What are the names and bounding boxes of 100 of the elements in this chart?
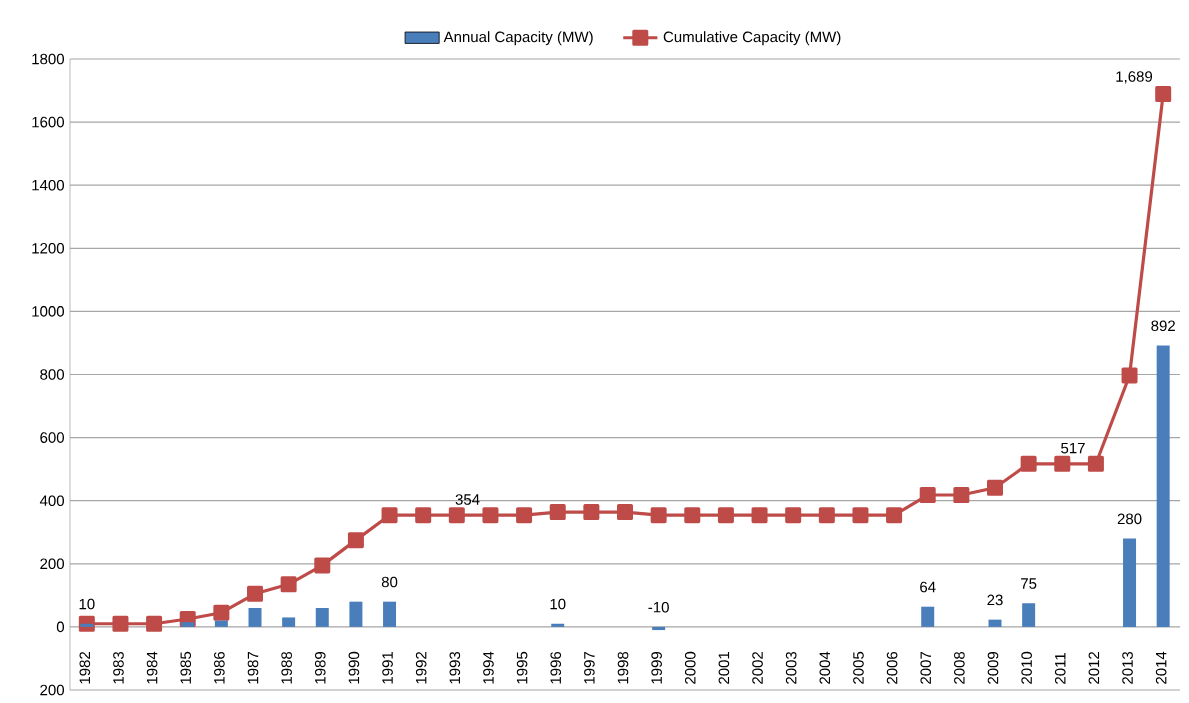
bar <box>652 626 666 631</box>
x-tick-label: 1999 <box>651 651 662 684</box>
bar <box>921 606 935 627</box>
data-label: 64 <box>920 581 936 593</box>
x-tick-label: 2001 <box>718 651 730 684</box>
bar <box>1123 538 1137 627</box>
point <box>1054 455 1071 472</box>
y-tick-label: 1000 <box>32 306 64 317</box>
point <box>247 585 263 602</box>
bar <box>282 617 296 627</box>
y-tick-label: 800 <box>40 369 64 380</box>
point <box>583 504 600 521</box>
x-tick-label: 2007 <box>920 651 932 684</box>
x-tick-label: 2005 <box>853 651 864 684</box>
point <box>213 604 230 621</box>
point <box>751 507 768 524</box>
x-tick-label: 1994 <box>483 651 494 684</box>
point <box>314 557 331 574</box>
point <box>987 479 1003 496</box>
x-tick-label: 1986 <box>214 651 225 684</box>
bar <box>181 622 195 627</box>
point <box>146 615 163 632</box>
x-tick-label: 1990 <box>348 651 360 684</box>
point <box>818 507 835 524</box>
x-tick-label: 1998 <box>617 651 629 684</box>
x-tick-label: 1982 <box>79 651 91 684</box>
point <box>516 507 533 524</box>
point <box>953 487 970 504</box>
x-tick-label: 1991 <box>382 651 393 684</box>
x-tick-label: 1995 <box>516 651 528 684</box>
y-tick-label: 200 <box>40 558 64 570</box>
bar <box>1022 603 1036 627</box>
x-tick-label: 2009 <box>987 651 999 684</box>
y-tick-label: 1200 <box>32 242 64 254</box>
bar <box>383 601 397 627</box>
x-tick-label: 2006 <box>886 651 898 684</box>
point <box>1155 86 1172 103</box>
point <box>617 504 633 521</box>
x-tick-label: 2004 <box>819 651 831 684</box>
point <box>886 507 903 524</box>
bar <box>315 607 329 627</box>
point <box>381 507 398 524</box>
point <box>549 504 566 521</box>
x-tick-label: 2012 <box>1088 651 1100 684</box>
data-label: -10 <box>648 601 669 613</box>
data-label: 10 <box>79 598 95 610</box>
legend-label: Annual Capacity (MW) <box>443 31 593 46</box>
x-tick-label: 2000 <box>684 651 696 684</box>
x-tick-label: 2010 <box>1021 651 1032 684</box>
bar <box>1156 345 1170 627</box>
bar <box>248 607 262 627</box>
point <box>112 615 129 632</box>
point <box>852 507 869 524</box>
x-tick-label: 1989 <box>314 651 326 684</box>
point <box>280 576 297 593</box>
bar <box>214 620 228 627</box>
point <box>717 507 734 524</box>
x-tick-label: 1987 <box>247 651 259 684</box>
x-tick-label: 1993 <box>449 651 461 684</box>
data-label: 80 <box>381 576 398 588</box>
x-tick-label: 1985 <box>180 651 192 684</box>
x-tick-label: 1992 <box>415 651 427 684</box>
point <box>415 507 432 524</box>
x-tick-label: 1988 <box>281 651 292 684</box>
x-tick-label: 2003 <box>785 651 797 684</box>
point <box>347 532 364 549</box>
x-tick-label: 1996 <box>550 651 562 684</box>
x-tick-label: 1997 <box>584 651 595 684</box>
x-tick-label: 2002 <box>752 651 763 684</box>
point <box>650 507 667 524</box>
point <box>785 507 802 524</box>
data-label: 1,689 <box>1116 71 1153 84</box>
y-tick-label: 1600 <box>32 116 64 128</box>
x-tick-label: 2011 <box>1054 653 1066 684</box>
x-tick-label: 1983 <box>113 651 124 684</box>
data-label: 10 <box>550 598 566 610</box>
legend-label: Cumulative Capacity (MW) <box>663 31 841 46</box>
bar <box>349 601 363 627</box>
point <box>448 507 465 524</box>
x-tick-label: 1984 <box>146 651 158 684</box>
data-label: 75 <box>1021 578 1037 589</box>
data-label: 354 <box>455 494 480 505</box>
y-tick-label: 200 <box>40 684 64 696</box>
x-tick-label: 2013 <box>1122 651 1133 684</box>
data-label: 23 <box>987 594 1003 606</box>
point <box>482 507 499 524</box>
x-tick-label: 2008 <box>954 651 965 684</box>
y-tick-label: 400 <box>39 495 64 507</box>
point <box>1020 455 1037 472</box>
bar <box>551 623 565 627</box>
bar <box>80 623 94 627</box>
y-tick-label: 0 <box>56 621 65 633</box>
y-tick-label: 1400 <box>32 179 64 191</box>
data-label: 517 <box>1061 442 1085 454</box>
y-tick-label: 1800 <box>32 53 64 65</box>
point <box>919 487 936 504</box>
bar <box>988 619 1002 627</box>
data-label: 892 <box>1151 320 1175 332</box>
point <box>1121 367 1138 384</box>
x-tick-label: 2014 <box>1155 651 1167 684</box>
